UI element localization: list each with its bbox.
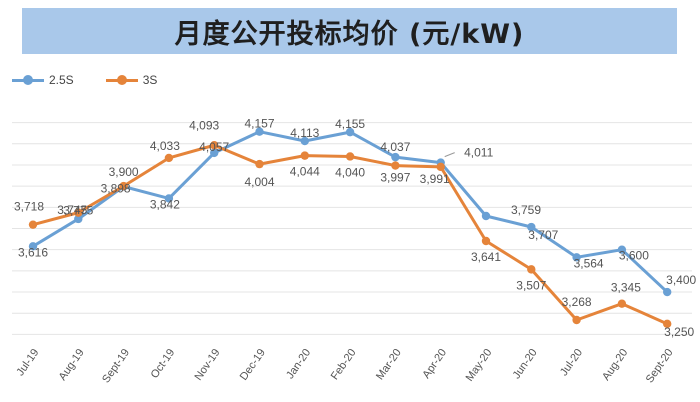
label-leader-line [444,152,455,158]
data-point [391,161,400,170]
data-point [572,315,581,325]
legend-swatch-2-5s [12,74,44,86]
data-label: 3,842 [150,197,180,211]
data-label: 3,718 [14,200,44,214]
data-label: 4,044 [290,165,320,179]
data-point [527,265,536,274]
data-label: 3,997 [380,171,410,185]
data-label: 3,707 [528,228,558,242]
data-point [663,319,672,329]
legend: 2.5S 3S [12,70,189,90]
data-label: 3,507 [516,278,546,292]
x-tick-label: Mar-20 [374,347,404,382]
data-point [345,127,355,137]
x-tick-label: Jun-20 [511,347,540,381]
data-label: 4,157 [244,117,274,131]
data-point [28,220,38,229]
x-tick-label: Aug-19 [57,347,87,383]
x-tick-label: May-20 [464,347,495,384]
data-point [255,159,264,169]
data-point [164,194,174,203]
data-label: 3,345 [611,281,641,295]
x-tick-label: Jul-20 [558,347,585,378]
data-point [300,151,309,160]
data-point [481,211,491,221]
x-tick-label: Feb-20 [329,347,359,382]
data-point [119,181,128,191]
x-tick-label: Aug-20 [600,347,630,383]
x-tick-label: Oct-19 [149,347,178,381]
x-tick-label: Jan-20 [284,347,313,381]
data-label: 3,600 [619,249,649,263]
legend-label-2-5s: 2.5S [49,73,74,87]
data-label: 4,033 [150,139,180,153]
chart-title: 月度公开投标均价 (元/kW) [174,18,525,50]
data-label: 3,991 [420,172,450,186]
x-tick-label: Apr-20 [420,347,449,381]
x-tick-label: Sept-19 [100,347,132,385]
legend-label-3s: 3S [142,73,158,87]
legend-swatch-3s [105,74,138,86]
data-label: 4,011 [464,146,493,160]
data-label: 4,113 [290,126,319,140]
title-banner: 月度公开投标均价 (元/kW) [22,8,677,54]
data-point [617,299,627,308]
data-label: 3,759 [511,203,541,217]
data-label: 3,616 [18,245,48,259]
data-label: 4,004 [244,175,274,189]
data-point [436,162,445,172]
data-label: 3,900 [109,165,139,179]
x-tick-label: Dec-19 [238,347,268,383]
data-label: 4,057 [199,140,229,154]
data-point [300,136,309,146]
data-label: 3,775 [63,204,93,218]
data-point [572,253,581,262]
data-point [164,153,174,163]
data-label: 3,898 [101,182,131,196]
data-label: 3,268 [562,295,592,309]
x-tick-label: Jul-19 [14,347,41,378]
data-label: 4,093 [189,118,219,132]
data-point [481,236,491,246]
data-point [527,222,536,232]
data-point [28,242,38,251]
data-label: 3,641 [471,250,501,264]
data-label: 3,400 [666,273,696,287]
data-label: 3,745 [57,203,87,217]
data-point [210,141,219,150]
data-label: 3,564 [574,256,604,270]
data-label: 4,155 [335,117,365,131]
x-tick-label: Sept-20 [644,347,676,385]
data-point [74,214,83,224]
data-label: 3,250 [664,325,694,339]
x-tick-label: Nov-19 [192,347,222,383]
data-point [74,208,83,217]
legend-item-2-5s: 2.5S [12,73,74,87]
data-point [391,152,400,162]
data-label: 4,037 [380,140,410,154]
data-point [663,287,672,297]
legend-item-3s: 3S [105,73,158,87]
data-point [345,152,355,161]
data-point [255,127,264,136]
data-point [617,245,627,254]
data-label: 4,040 [335,165,365,179]
data-point [210,148,219,158]
